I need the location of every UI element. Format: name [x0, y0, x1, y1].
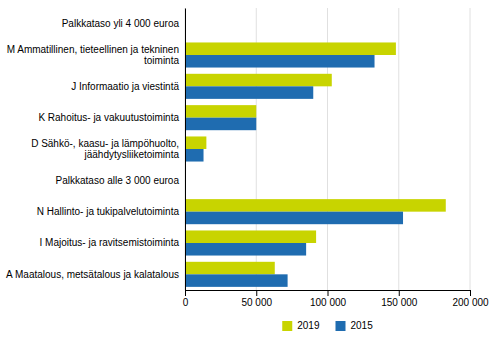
legend: 2019 2015 — [282, 320, 373, 331]
bar — [185, 42, 396, 55]
x-tick-label: 0 — [183, 297, 189, 308]
bar — [185, 274, 288, 287]
bar — [185, 212, 403, 225]
bar — [185, 86, 313, 99]
legend-item: 2015 — [336, 320, 374, 331]
grid-line — [470, 8, 471, 290]
x-tick-label: 50 000 — [241, 297, 272, 308]
x-tick: 0 — [183, 290, 189, 308]
bar — [185, 55, 375, 68]
y-tick: I Majoitus- ja ravitsemistoiminta — [40, 237, 185, 248]
x-axis-line — [186, 291, 471, 297]
bar — [185, 74, 332, 87]
x-tick-mark — [470, 290, 471, 296]
y-tick: A Maatalous, metsätalous ja kalatalous — [6, 269, 185, 280]
legend-swatch — [336, 321, 346, 331]
x-tick: 100 000 — [310, 290, 347, 308]
x-tick-mark — [256, 290, 257, 296]
y-tick-label: K Rahoitus- ja vakuutustoiminta — [38, 112, 179, 123]
y-tick: Palkkataso yli 4 000 euroa — [62, 18, 185, 29]
bar — [185, 243, 306, 256]
y-tick: N Hallinto- ja tukipalvelutoiminta — [37, 206, 185, 217]
y-tick-label: I Majoitus- ja ravitsemistoiminta — [40, 237, 180, 248]
x-tick: 50 000 — [241, 290, 272, 308]
plot: 0 50 000 100 000 150 000 200 000 Palkkataso y… — [6, 8, 489, 308]
legend-swatch — [282, 321, 292, 331]
legend-label: 2019 — [297, 320, 320, 331]
x-tick-mark — [185, 290, 186, 296]
bar — [185, 118, 256, 131]
chart: 0 50 000 100 000 150 000 200 000 Palkkataso y… — [0, 0, 492, 340]
bar — [185, 136, 206, 149]
legend-label: 2015 — [351, 320, 374, 331]
bar — [185, 105, 256, 118]
y-tick: D Sähkö-, kaasu- ja lämpöhuolto,jäähdyty… — [31, 138, 185, 160]
x-tick-mark — [399, 290, 400, 296]
x-tick-label: 200 000 — [452, 297, 489, 308]
x-tick-label: 150 000 — [381, 297, 418, 308]
y-tick-label: J Informaatio ja viestintä — [71, 81, 179, 92]
y-axis-line — [185, 9, 186, 291]
y-tick: Palkkataso alle 3 000 euroa — [56, 175, 185, 186]
grid-line — [185, 8, 186, 290]
bar — [185, 149, 204, 162]
y-tick: M Ammatillinen, tieteellinen ja tekninen… — [7, 44, 185, 66]
y-tick: J Informaatio ja viestintä — [71, 81, 185, 92]
y-tick-label: Palkkataso yli 4 000 euroa — [62, 18, 180, 29]
x-tick: 200 000 — [452, 290, 489, 308]
legend-item: 2019 — [282, 320, 320, 331]
y-axis: Palkkataso yli 4 000 euroa M Ammatillinen… — [6, 9, 185, 291]
bars — [185, 42, 446, 286]
bar — [185, 199, 446, 212]
grid — [185, 8, 470, 290]
y-tick-label: D Sähkö-, kaasu- ja lämpöhuolto,jäähdyty… — [31, 138, 179, 160]
y-tick-label: Palkkataso alle 3 000 euroa — [56, 175, 180, 186]
x-tick-mark — [328, 290, 329, 296]
y-tick-label: A Maatalous, metsätalous ja kalatalous — [6, 269, 179, 280]
x-tick-label: 100 000 — [310, 297, 347, 308]
x-axis: 0 50 000 100 000 150 000 200 000 — [183, 290, 489, 308]
bar — [185, 230, 316, 243]
y-tick: K Rahoitus- ja vakuutustoiminta — [38, 112, 185, 123]
grid-line — [398, 8, 399, 290]
bar — [185, 262, 275, 275]
x-tick: 150 000 — [381, 290, 418, 308]
y-tick-label: N Hallinto- ja tukipalvelutoiminta — [37, 206, 180, 217]
y-tick-label: M Ammatillinen, tieteellinen ja tekninen… — [7, 44, 180, 66]
